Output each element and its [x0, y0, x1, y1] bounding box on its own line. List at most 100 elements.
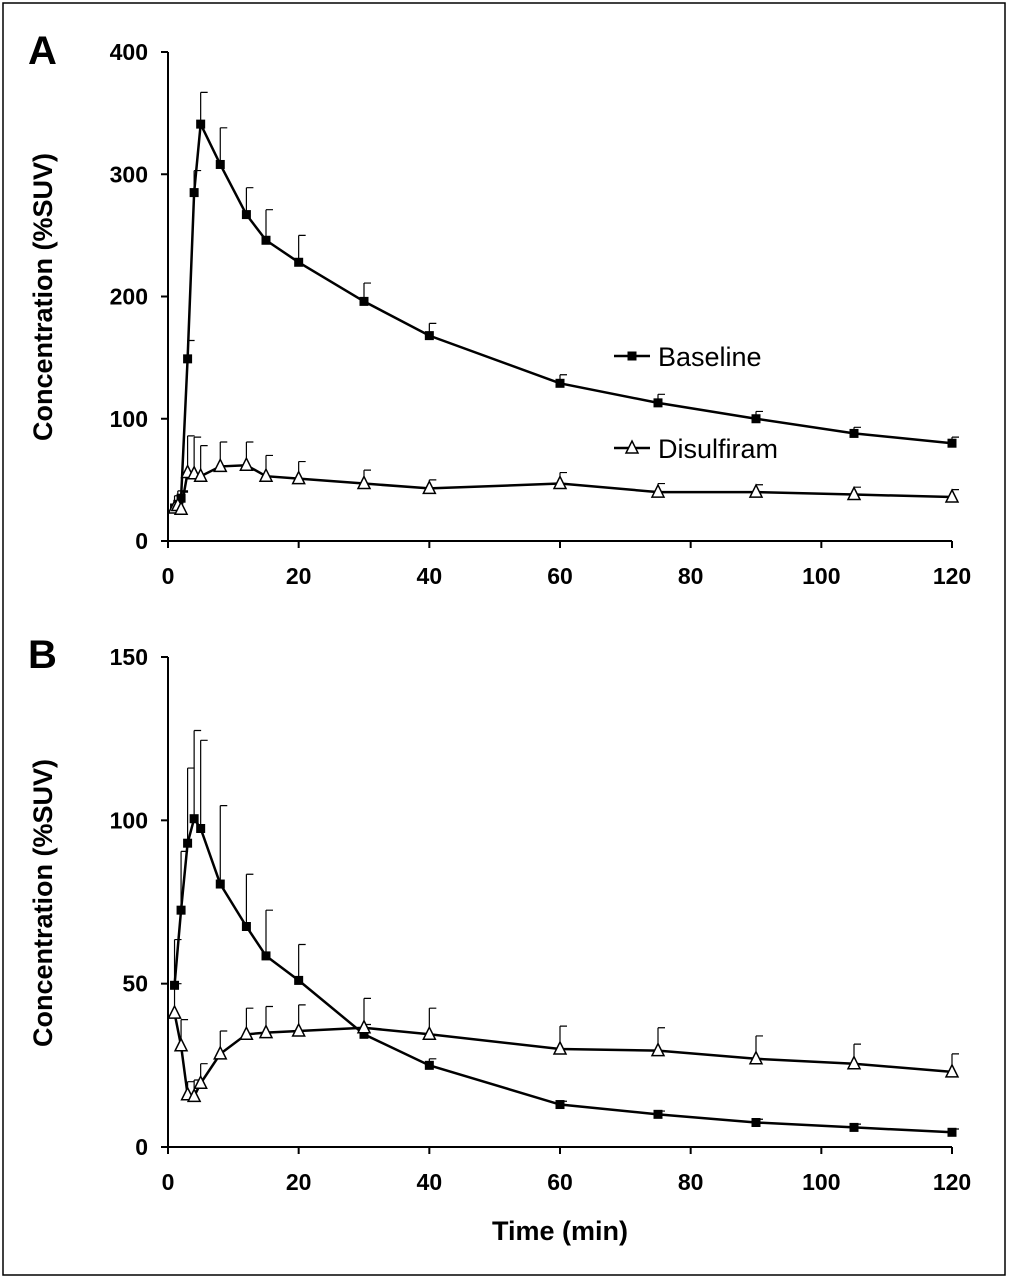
panel-a-legend: Baseline Disulfiram [614, 342, 778, 464]
panel-a-y-tick-label: 100 [110, 406, 148, 432]
panel-b-disulfiram-point [748, 1050, 764, 1065]
panel-b-disulfiram-point [846, 1055, 862, 1070]
panel-a-disulfiram-point [213, 457, 228, 473]
panel-b-baseline-error-bar [200, 739, 208, 829]
panel-b-baseline-point [849, 1122, 859, 1132]
panel-b-baseline-point [555, 1100, 565, 1110]
panel-b-baseline-error-bar [298, 943, 306, 981]
panel-b-disulfiram-series [167, 983, 960, 1103]
panel-b-y-tick-label: 100 [110, 807, 148, 833]
panel-b-x-tick-label: 100 [802, 1169, 840, 1195]
panel-a-disulfiram-point [193, 467, 208, 482]
panel-a-x-tick-label: 40 [417, 563, 443, 589]
panel-a-disulfiram-point [173, 500, 189, 515]
panel-b: B Concentration (%SUV) Time (min) 0 50 100… [28, 633, 971, 1246]
panel-b-baseline-point [183, 838, 193, 848]
panel-b-disulfiram-point [239, 1025, 254, 1041]
panel-a-baseline-point [241, 210, 251, 220]
panel-b-label: B [28, 633, 57, 677]
panel-a-baseline-error-bar [219, 127, 228, 165]
panel-b-baseline-point [751, 1118, 761, 1127]
panel-b-baseline-error-bar [265, 909, 273, 956]
panel-a-x-tick-label: 0 [162, 563, 175, 589]
panel-b-y-tick-label: 0 [135, 1134, 148, 1160]
panel-b-baseline-point [241, 922, 251, 931]
panel-a-baseline-series [170, 91, 959, 513]
panel-a-disulfiram-point [422, 479, 437, 495]
panel-b-x-tick-label: 120 [933, 1169, 971, 1195]
panel-a-baseline-point [555, 378, 565, 388]
panel-b-baseline-point [189, 814, 199, 824]
panel-b-y-tick-label: 150 [110, 644, 148, 670]
panel-b-baseline-point [424, 1060, 434, 1070]
panel-b-baseline-error-bar [219, 805, 228, 885]
panel-b-baseline-point [359, 1029, 369, 1039]
panel-a-baseline-point [215, 159, 225, 169]
panel-a: A Concentration (%SUV) Baseline Disulfir… [28, 29, 971, 589]
legend-baseline-marker [627, 351, 637, 361]
panel-a-baseline-point [849, 428, 859, 438]
panel-a-baseline-error-bar [200, 91, 208, 125]
panel-a-baseline-point [947, 438, 957, 448]
panel-b-baseline-point [196, 824, 206, 833]
legend-baseline-label: Baseline [658, 342, 762, 372]
panel-b-x-tick-label: 80 [678, 1169, 704, 1195]
panel-b-disulfiram-point [552, 1040, 568, 1055]
panel-a-baseline-point [196, 119, 206, 129]
panel-a-label: A [28, 29, 57, 73]
panel-b-disulfiram-point [213, 1045, 228, 1060]
panel-a-baseline-line [173, 119, 953, 509]
panel-a-y-tick-label: 200 [110, 284, 148, 310]
panel-a-baseline-point [653, 398, 663, 408]
panel-b-baseline-error-bar [193, 729, 202, 819]
panel-b-disulfiram-point [944, 1063, 960, 1078]
panel-b-disulfiram-point [422, 1025, 437, 1041]
panel-b-baseline-point [261, 951, 271, 961]
panel-a-disulfiram-point [239, 456, 254, 471]
panel-b-baseline-line [173, 815, 953, 1134]
panel-a-baseline-point [183, 354, 193, 364]
panel-b-disulfiram-point [167, 1004, 182, 1019]
panel-a-y-axis-title: Concentration (%SUV) [28, 153, 58, 441]
panel-b-baseline-error-bar [245, 873, 254, 927]
panel-a-disulfiram-point [552, 474, 568, 490]
panel-b-disulfiram-point [258, 1023, 274, 1039]
panel-a-baseline-point [294, 257, 304, 267]
panel-a-x-tick-label: 20 [286, 563, 312, 589]
panel-a-baseline-point [424, 331, 434, 341]
panel-b-disulfiram-point [650, 1041, 666, 1057]
panel-b-x-tick-label: 20 [286, 1169, 312, 1195]
panel-b-x-tick-label: 60 [547, 1169, 573, 1195]
panel-b-baseline-point [653, 1109, 663, 1119]
panel-a-baseline-point [189, 188, 199, 198]
legend-disulfiram-marker [624, 439, 640, 454]
panel-b-baseline-series [170, 729, 959, 1137]
panel-a-disulfiram-point [650, 483, 666, 498]
panel-a-disulfiram-series [167, 435, 960, 515]
panel-a-x-tick-label: 60 [547, 563, 573, 589]
panel-a-baseline-point [751, 414, 761, 424]
panel-b-disulfiram-point [193, 1074, 208, 1090]
panel-b-x-tick-label: 0 [162, 1169, 175, 1195]
panel-a-disulfiram-point [356, 474, 372, 490]
panel-b-baseline-point [947, 1127, 957, 1137]
panel-a-y-tick-label: 0 [135, 528, 148, 554]
panel-a-disulfiram-point [748, 483, 764, 498]
panel-b-disulfiram-point [356, 1019, 372, 1034]
panel-a-baseline-point [359, 296, 369, 306]
panel-a-disulfiram-point [291, 469, 306, 485]
panel-a-x-tick-label: 100 [802, 563, 840, 589]
panel-b-baseline-point [215, 879, 225, 889]
panel-b-disulfiram-point [173, 1037, 189, 1052]
panel-a-baseline-point [261, 235, 271, 245]
x-axis-title: Time (min) [492, 1216, 628, 1246]
panel-b-baseline-error-bar [187, 767, 195, 844]
panel-a-baseline-error-bar [265, 209, 273, 241]
panel-a-y-tick-label: 400 [110, 39, 148, 65]
panel-a-disulfiram-point [258, 467, 274, 482]
legend-disulfiram-label: Disulfiram [658, 434, 778, 464]
panel-b-x-tick-label: 40 [417, 1169, 443, 1195]
panel-b-disulfiram-point [186, 1087, 202, 1103]
panel-a-disulfiram-point [846, 485, 862, 501]
